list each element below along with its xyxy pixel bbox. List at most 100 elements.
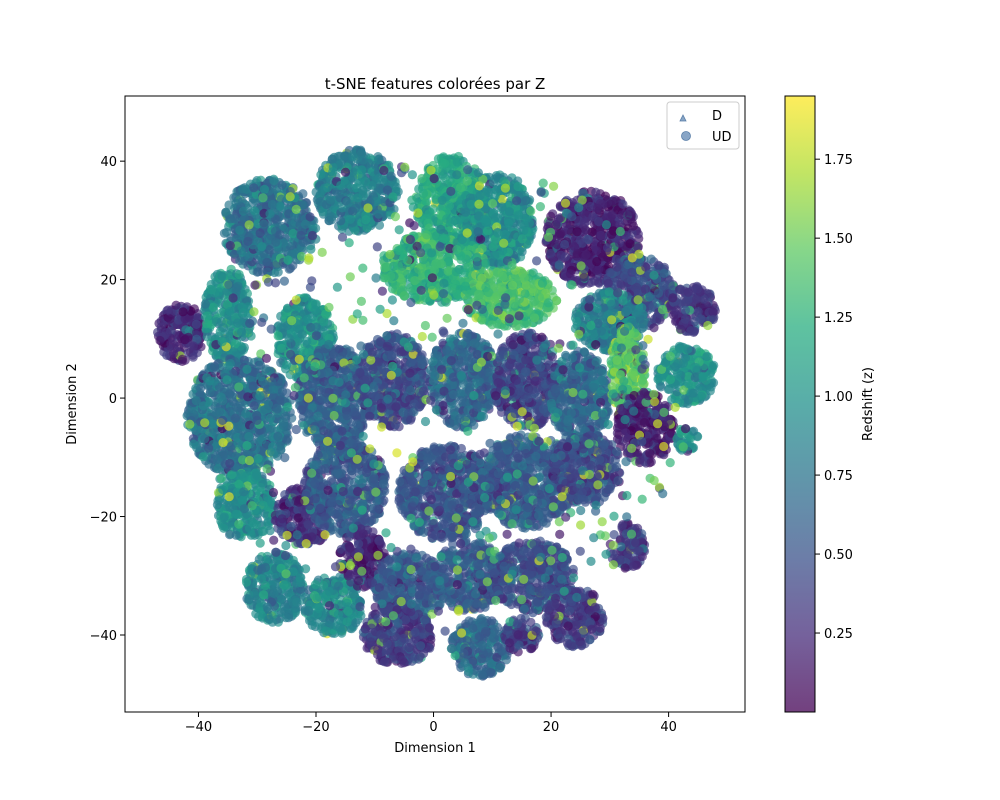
data-point: [322, 183, 333, 193]
chart-title: t-SNE features colorées par Z: [325, 75, 546, 93]
data-point: [221, 227, 232, 237]
data-point: [422, 230, 432, 240]
data-point: [606, 299, 616, 309]
data-point: [421, 197, 431, 207]
data-point: [487, 320, 497, 330]
data-point: [442, 214, 452, 224]
data-point: [318, 207, 328, 217]
data-point: [225, 214, 235, 224]
data-point: [482, 185, 492, 195]
data-point: [255, 228, 265, 238]
data-point: [596, 230, 606, 241]
data-point: [277, 180, 287, 190]
data-point: [427, 248, 437, 258]
data-point: [504, 207, 515, 217]
data-point: [592, 256, 602, 267]
data-point: [275, 230, 285, 240]
data-point: [477, 315, 487, 325]
data-point: [490, 239, 500, 249]
data-point: [386, 271, 396, 281]
data-point: [249, 183, 259, 193]
data-point: [504, 218, 514, 228]
data-point: [440, 158, 450, 168]
data-point: [298, 237, 308, 247]
data-point: [572, 227, 582, 237]
data-point: [428, 204, 438, 214]
data-point: [552, 296, 562, 306]
data-point: [581, 250, 591, 260]
data-point: [353, 193, 363, 203]
data-point: [233, 195, 243, 206]
data-point: [302, 314, 313, 324]
data-point: [497, 282, 507, 292]
data-point: [264, 245, 274, 255]
data-point: [230, 339, 240, 349]
data-point: [217, 271, 227, 281]
data-point: [591, 246, 602, 256]
data-point: [238, 206, 248, 216]
data-point: [183, 332, 193, 342]
data-point: [490, 250, 500, 260]
data-point: [395, 245, 405, 255]
data-point: [592, 203, 603, 213]
data-point: [665, 279, 675, 289]
data-point: [543, 298, 554, 308]
data-point: [165, 314, 175, 324]
data-point: [257, 242, 267, 252]
data-point: [259, 219, 269, 229]
data-point: [591, 340, 601, 350]
data-point: [498, 271, 508, 282]
data-point: [418, 188, 429, 199]
data-point: [305, 212, 315, 222]
data-point: [271, 260, 281, 270]
data-point: [188, 341, 198, 351]
data-point: [253, 267, 263, 277]
data-point: [200, 299, 210, 309]
data-point: [166, 339, 176, 349]
data-point: [349, 149, 359, 159]
data-point: [298, 189, 308, 199]
data-point: [382, 185, 392, 195]
data-point: [202, 311, 212, 321]
data-point: [443, 266, 453, 276]
data-point: [480, 258, 490, 268]
data-point: [171, 300, 181, 310]
data-point: [348, 172, 358, 182]
data-point: [350, 203, 361, 213]
data-point: [361, 177, 371, 187]
data-point: [374, 173, 384, 183]
data-point: [340, 167, 351, 177]
data-point: [235, 255, 245, 266]
data-point: [178, 307, 188, 317]
data-point: [259, 184, 270, 194]
data-point: [575, 235, 586, 245]
data-point: [336, 159, 346, 169]
data-point: [327, 212, 337, 222]
data-point: [528, 268, 538, 278]
data-point: [581, 216, 592, 226]
data-point: [546, 211, 556, 221]
data-point: [155, 335, 165, 346]
data-point: [614, 238, 625, 248]
data-point: [311, 187, 321, 197]
data-point: [426, 165, 436, 175]
data-point: [399, 291, 409, 301]
data-point: [325, 195, 336, 205]
data-point: [521, 196, 531, 206]
data-point: [474, 289, 485, 299]
data-point: [526, 206, 536, 216]
data-point: [285, 192, 295, 202]
data-point: [602, 243, 613, 253]
data-point: [386, 171, 396, 181]
data-point: [560, 252, 571, 262]
data-point: [465, 289, 475, 299]
data-point: [316, 170, 326, 180]
data-point: [603, 278, 613, 288]
data-point: [273, 267, 283, 277]
data-point: [618, 199, 628, 209]
data-point: [265, 209, 275, 219]
data-point: [229, 249, 239, 259]
data-point: [319, 317, 329, 327]
data-point: [357, 165, 367, 175]
